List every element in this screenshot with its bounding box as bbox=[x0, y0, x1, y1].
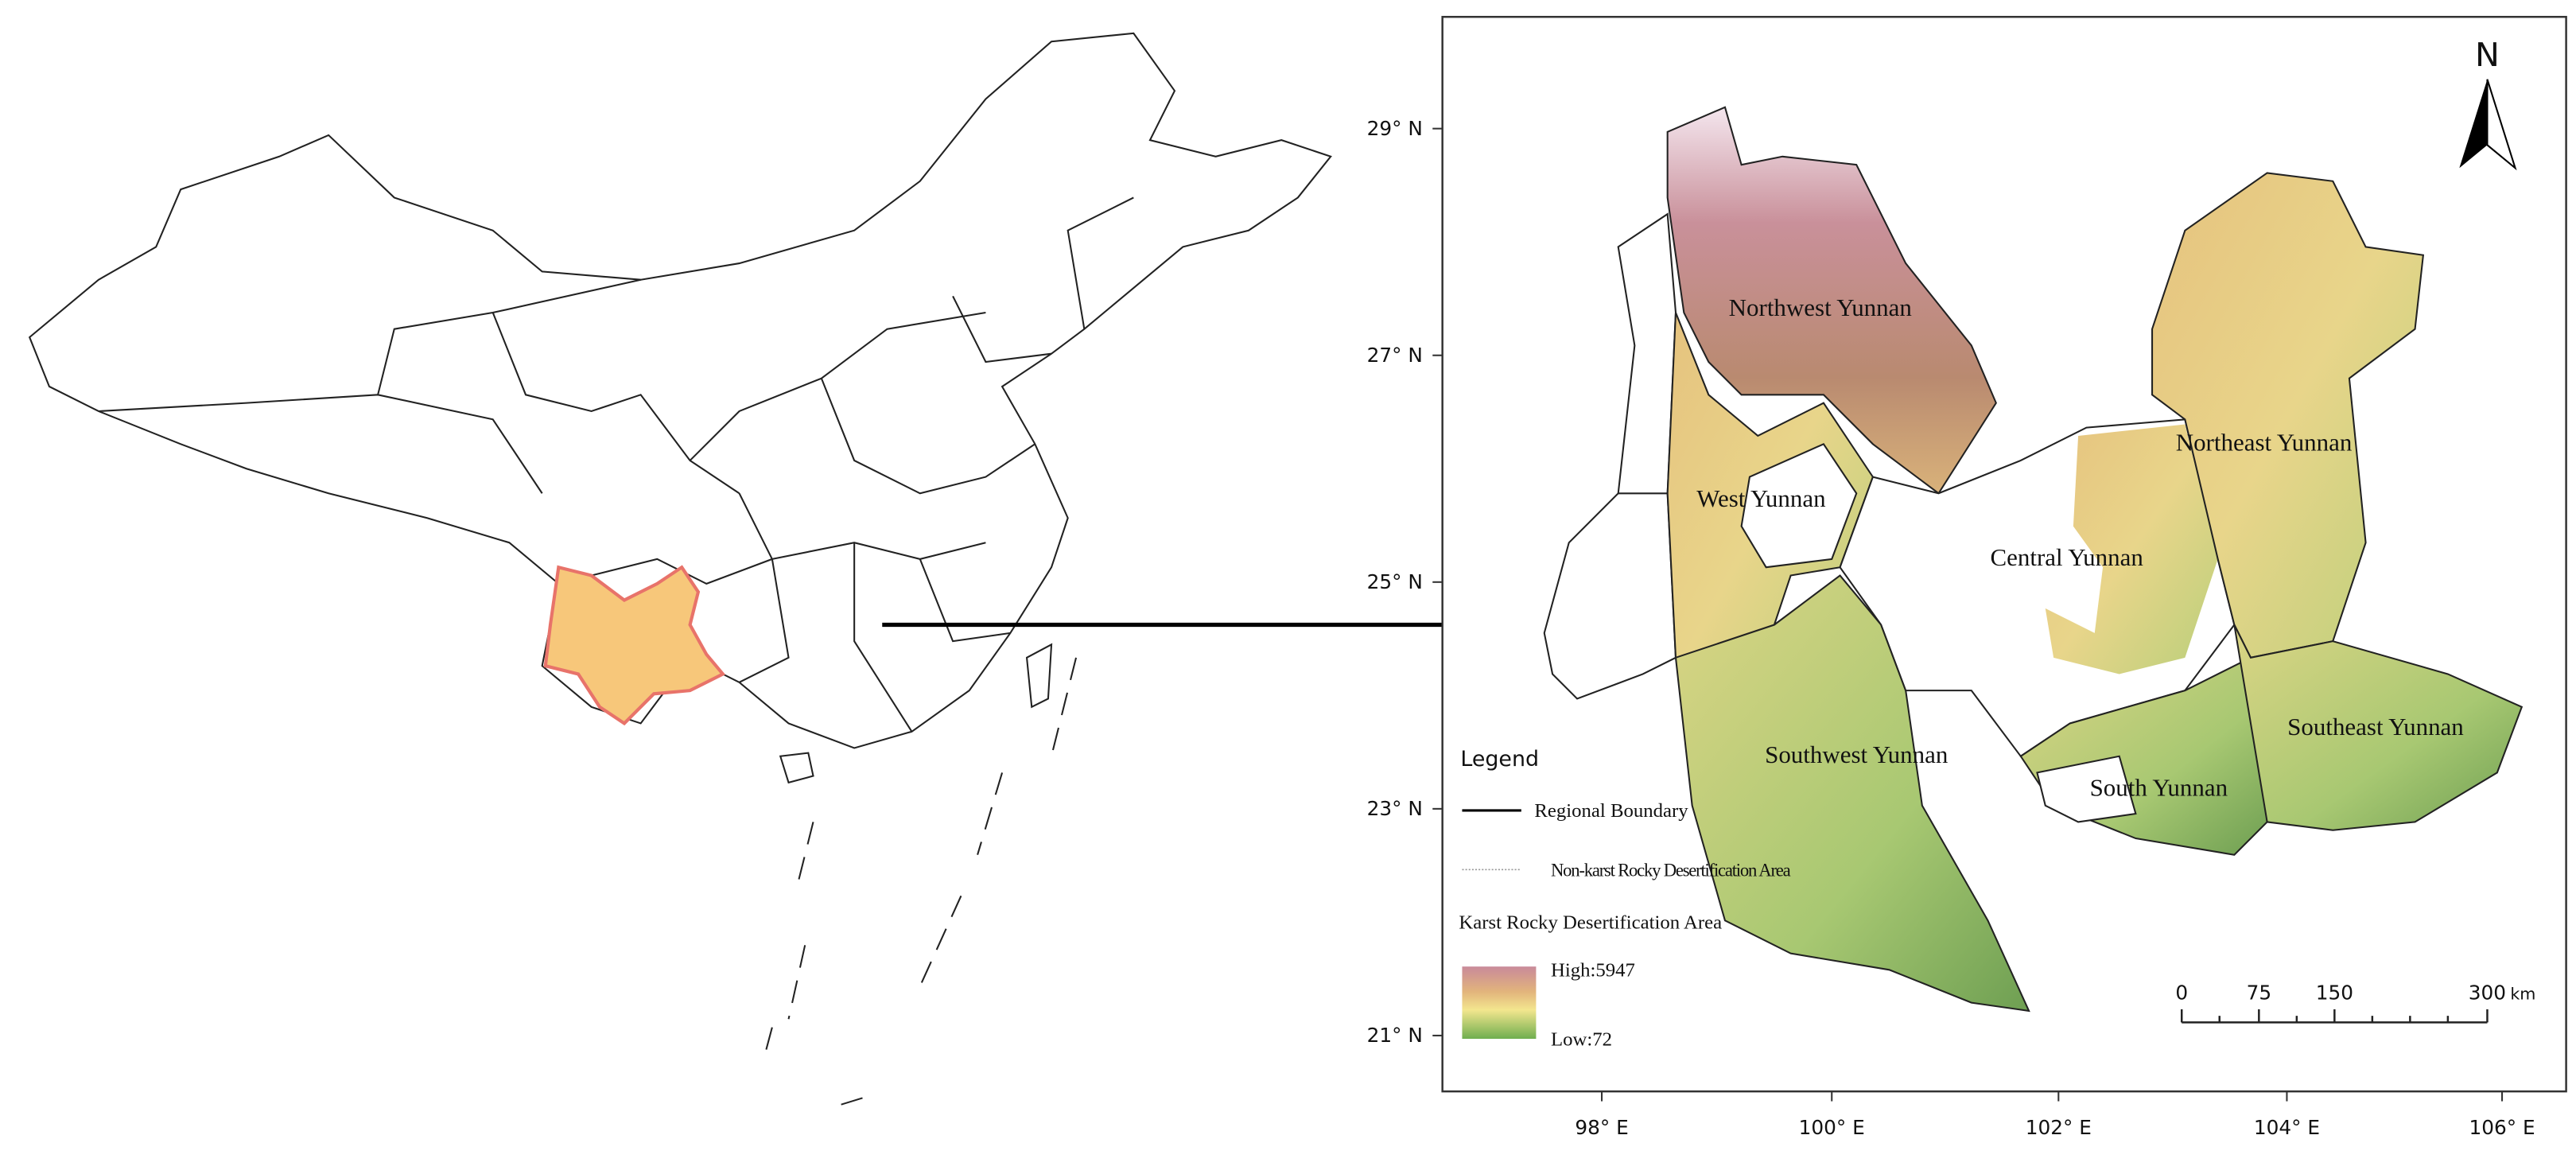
region-southwest bbox=[1674, 574, 2030, 1013]
karst-central bbox=[2045, 424, 2218, 674]
north-label: N bbox=[2475, 36, 2500, 74]
legend-item: Non-karst Rocky Desertification Area bbox=[1551, 861, 1791, 881]
region-label: Central Yunnan bbox=[1990, 543, 2143, 571]
longitude-label: 100° E bbox=[1799, 1116, 1865, 1139]
legend-item: Karst Rocky Desertification Area bbox=[1459, 912, 1722, 934]
north-arrow bbox=[2459, 79, 2488, 169]
region-label: Southwest Yunnan bbox=[1765, 741, 1949, 768]
longitude-label: 102° E bbox=[2026, 1116, 2092, 1139]
region-label: Northeast Yunnan bbox=[2176, 429, 2353, 457]
legend-title: Legend bbox=[1460, 747, 1539, 772]
yunnan-highlight bbox=[543, 565, 726, 726]
scale-label: 0 bbox=[2175, 981, 2188, 1004]
region-northeast bbox=[2151, 172, 2425, 659]
latitude-label: 21° N bbox=[1367, 1024, 1423, 1047]
region-label: Southeast Yunnan bbox=[2287, 713, 2464, 741]
non-karst-area bbox=[1740, 442, 1858, 569]
latitude-label: 29° N bbox=[1367, 117, 1423, 140]
latitude-label: 25° N bbox=[1367, 570, 1423, 593]
non-karst-area bbox=[2036, 755, 2137, 823]
region-southeast bbox=[2233, 624, 2524, 831]
frame-ticks bbox=[1432, 127, 2504, 1102]
region-label: Northwest Yunnan bbox=[1729, 294, 1913, 321]
elevation-low: Low:72 bbox=[1551, 1028, 1612, 1050]
scale-label: 150 bbox=[2316, 981, 2353, 1004]
longitude-label: 106° E bbox=[2469, 1116, 2535, 1139]
legend-item: Regional Boundary bbox=[1534, 800, 1688, 822]
longitude-label: 104° E bbox=[2254, 1116, 2320, 1139]
elevation-high: High:5947 bbox=[1551, 960, 1635, 982]
scale-label: 300 bbox=[2469, 981, 2506, 1004]
region-northwest bbox=[1666, 106, 1997, 495]
scale-bar bbox=[2180, 1009, 2489, 1024]
longitude-label: 98° E bbox=[1575, 1116, 1628, 1139]
scale-unit: km bbox=[2510, 984, 2535, 1003]
regions bbox=[1543, 106, 2524, 1013]
region-label: West Yunnan bbox=[1696, 484, 1826, 512]
scale-label: 75 bbox=[2247, 981, 2272, 1004]
elevation-ramp bbox=[1462, 966, 1537, 1040]
latitude-label: 23° N bbox=[1367, 797, 1423, 820]
latitude-label: 27° N bbox=[1367, 344, 1423, 367]
region-label: South Yunnan bbox=[2090, 773, 2228, 801]
north-arrow bbox=[2486, 79, 2517, 171]
